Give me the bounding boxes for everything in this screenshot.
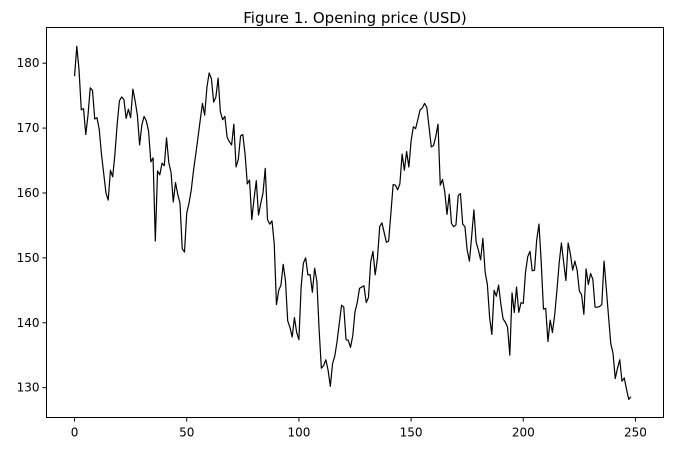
y-tick-label: 130 [17, 381, 40, 395]
x-tick-label: 50 [179, 426, 194, 440]
y-tick-label: 170 [17, 121, 40, 135]
x-tick-label: 0 [71, 426, 79, 440]
plot-area-frame [46, 27, 664, 418]
x-tick-label: 100 [287, 426, 310, 440]
x-tick-label: 200 [512, 426, 535, 440]
y-tick-label: 160 [17, 186, 40, 200]
y-tick-label: 140 [17, 316, 40, 330]
chart-title: Figure 1. Opening price (USD) [243, 9, 467, 27]
series-line-1 [73, 45, 632, 400]
y-tick-label: 150 [17, 251, 40, 265]
x-tick-label: 250 [624, 426, 647, 440]
x-tick-label: 150 [400, 426, 423, 440]
y-tick-label: 180 [17, 56, 40, 70]
